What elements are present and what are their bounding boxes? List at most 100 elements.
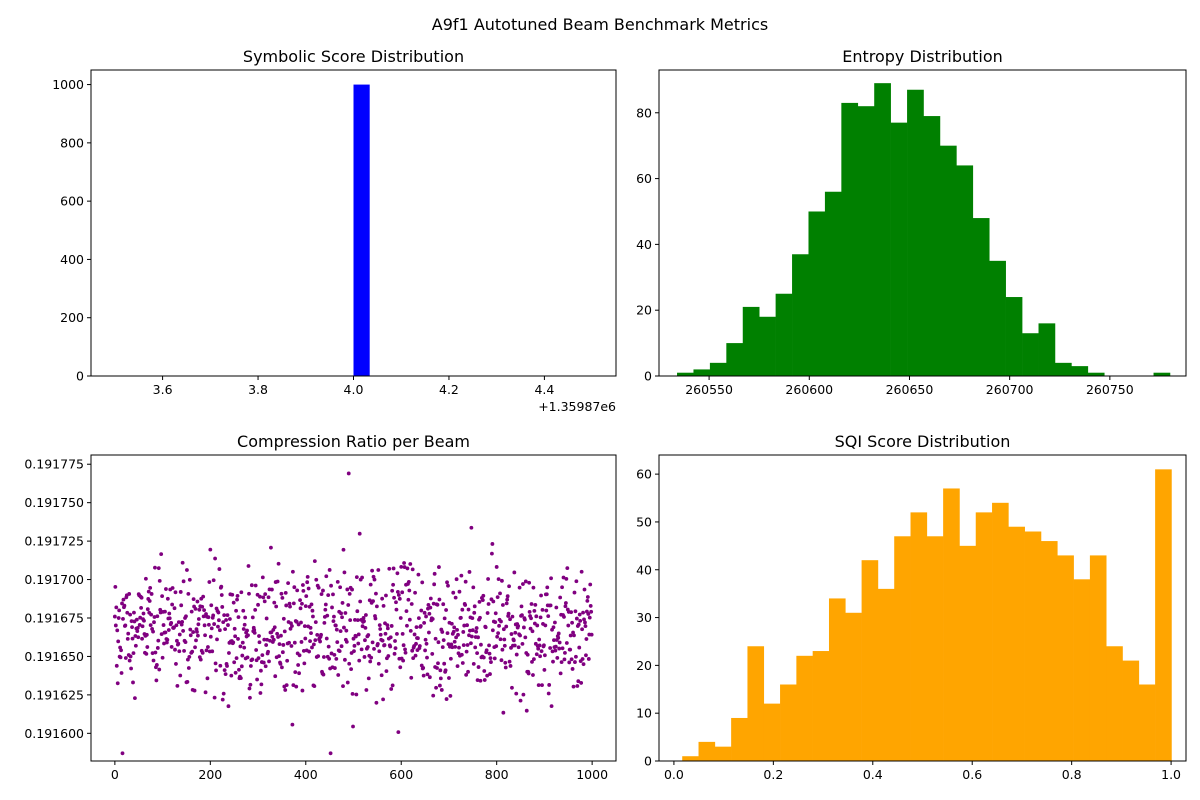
compression-ratio-point: [340, 615, 344, 620]
compression-ratio-point: [565, 566, 570, 570]
compression-ratio-point: [327, 656, 332, 661]
compression-ratio-point: [216, 624, 220, 629]
compression-ratio-point: [441, 602, 446, 607]
compression-ratio-point: [328, 751, 333, 756]
compression-ratio-point: [323, 602, 328, 607]
compression-ratio-point: [520, 641, 525, 646]
compression-ratio-point: [131, 680, 135, 685]
compression-ratio-point: [455, 664, 460, 669]
compression-ratio-point: [562, 615, 566, 619]
compression-ratio-point: [453, 644, 458, 649]
compression-ratio-point: [235, 593, 240, 598]
compression-ratio-point: [337, 649, 342, 653]
compression-ratio-point: [188, 633, 193, 638]
compression-ratio-point: [417, 644, 422, 648]
compression-ratio-point: [584, 653, 588, 658]
compression-ratio-point: [236, 615, 241, 620]
compression-ratio-point: [226, 704, 231, 709]
compression-ratio-point: [542, 668, 547, 672]
compression-ratio-point: [114, 605, 119, 610]
compression-ratio-point: [288, 604, 292, 609]
compression-ratio-point: [476, 665, 481, 669]
compression-ratio-point: [485, 673, 490, 678]
compression-ratio-point: [203, 633, 207, 638]
compression-ratio-point: [153, 650, 158, 655]
compression-ratio-point: [350, 587, 354, 592]
sqi-score-bar: [1089, 555, 1107, 761]
compression-ratio-point: [138, 615, 143, 620]
compression-ratio-point: [477, 599, 482, 604]
compression-ratio-point: [211, 613, 216, 618]
compression-ratio-point: [496, 577, 501, 582]
compression-ratio-point: [141, 611, 146, 616]
compression-ratio-point: [567, 660, 572, 665]
compression-ratio-point: [488, 672, 492, 676]
compression-ratio-point: [588, 604, 593, 608]
sqi-score-ytick-label: 40: [636, 562, 652, 577]
compression-ratio-point: [219, 593, 224, 597]
compression-ratio-point: [391, 566, 396, 571]
compression-ratio-point: [534, 614, 539, 619]
entropy-panel: Entropy Distribution 260550 260600 260650 26…: [636, 47, 1187, 397]
compression-ratio-point: [132, 610, 136, 615]
compression-ratio-point: [333, 623, 338, 628]
sqi-score-bar: [763, 703, 781, 761]
compression-ratio-point: [252, 628, 257, 632]
compression-ratio-point: [356, 632, 361, 637]
compression-ratio-point: [250, 657, 255, 662]
compression-ratio-point: [480, 598, 485, 602]
compression-ratio-point: [582, 617, 586, 622]
compression-ratio-point: [571, 630, 575, 635]
compression-ratio-point: [176, 641, 181, 646]
compression-ratio-point: [398, 616, 403, 620]
compression-ratio-point: [246, 633, 250, 638]
compression-ratio-point: [123, 623, 128, 628]
compression-ratio-point: [516, 624, 521, 628]
compression-ratio-point: [131, 651, 136, 656]
compression-ratio-point: [234, 608, 238, 613]
compression-ratio-point: [112, 614, 117, 619]
compression-ratio-point: [156, 566, 161, 571]
compression-ratio-point: [130, 636, 135, 641]
compression-ratio-point: [237, 667, 241, 672]
compression-ratio-point: [458, 615, 463, 620]
compression-ratio-point: [454, 577, 459, 582]
compression-ratio-point: [498, 591, 502, 596]
compression-ratio-point: [300, 688, 305, 693]
compression-ratio-point: [161, 623, 166, 627]
compression-ratio-point: [202, 608, 207, 612]
compression-ratio-point: [187, 577, 192, 582]
compression-ratio-point: [311, 642, 316, 647]
compression-ratio-point: [362, 619, 366, 624]
compression-ratio-point: [221, 620, 226, 625]
compression-ratio-point: [544, 592, 549, 597]
compression-ratio-point: [399, 564, 404, 569]
compression-ratio-point: [272, 625, 277, 630]
compression-ratio-point: [419, 608, 424, 613]
compression-ratio-point: [365, 645, 370, 649]
sqi-score-bar: [1040, 541, 1058, 761]
compression-ratio-point: [313, 620, 318, 625]
compression-ratio-point: [325, 613, 330, 618]
compression-ratio-point: [521, 582, 525, 586]
entropy-xtick-label: 260750: [1086, 382, 1134, 397]
compression-ratio-point: [361, 616, 366, 620]
compression-ratio-point: [280, 665, 284, 670]
compression-ratio-point: [513, 630, 518, 635]
compression-ratio-point: [377, 623, 382, 628]
compression-ratio-point: [175, 683, 180, 688]
compression-ratio-point: [416, 572, 421, 577]
compression-ratio-point: [214, 668, 218, 673]
compression-ratio-point: [446, 583, 450, 588]
compression-ratio-point: [573, 609, 578, 614]
sqi-score-bar: [845, 612, 862, 761]
sqi-score-ytick-label: 30: [636, 610, 652, 625]
compression-ratio-point: [157, 667, 162, 672]
compression-ratio-point: [580, 627, 585, 632]
compression-ratio-point: [474, 629, 479, 634]
compression-ratio-point: [358, 599, 363, 604]
compression-ratio-point: [301, 588, 306, 593]
symbolic-score-ytick-label: 600: [60, 194, 84, 209]
compression-ratio-point: [279, 591, 284, 596]
